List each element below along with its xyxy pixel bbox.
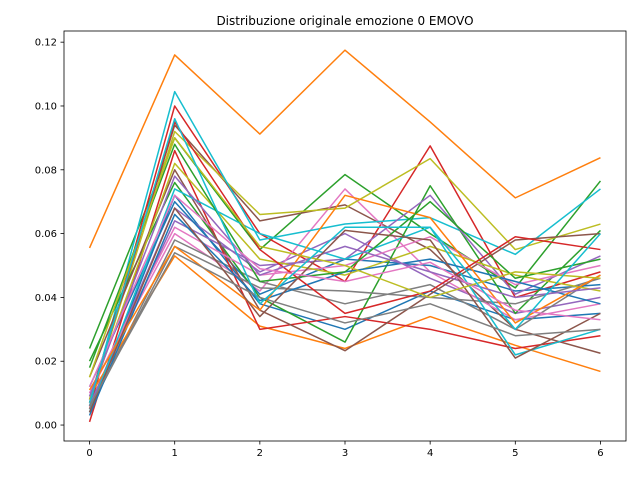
series-line-28 xyxy=(88,137,601,378)
series-line-12 xyxy=(88,181,601,362)
x-tick-label: 0 xyxy=(86,448,92,459)
series-line-15 xyxy=(88,169,601,378)
series-line-23 xyxy=(88,121,601,403)
y-tick-label: 0.00 xyxy=(35,421,57,432)
y-tick-label: 0.08 xyxy=(35,165,57,176)
series-line-24 xyxy=(88,175,601,397)
series-line-8 xyxy=(88,130,601,403)
y-axis: 0.00 0.02 0.04 0.06 0.08 0.10 0.12 xyxy=(35,38,64,432)
series-line-18 xyxy=(88,162,601,400)
y-tick-label: 0.12 xyxy=(35,38,57,49)
x-tick-label: 5 xyxy=(512,448,518,459)
series-line-29 xyxy=(88,117,602,403)
x-tick-label: 2 xyxy=(257,448,263,459)
series-line-22 xyxy=(88,143,601,368)
series-lines xyxy=(88,49,602,423)
series-line-1 xyxy=(88,49,601,249)
x-axis: 0 1 2 3 4 5 6 xyxy=(86,441,604,459)
series-line-25 xyxy=(88,207,601,413)
series-line-9 xyxy=(88,90,601,407)
series-line-6 xyxy=(88,188,601,394)
chart-title: Distribuzione originale emozione 0 EMOVO xyxy=(216,14,473,28)
y-tick-label: 0.06 xyxy=(35,229,57,240)
x-tick-label: 4 xyxy=(427,448,433,459)
series-line-26 xyxy=(88,194,601,388)
x-tick-label: 1 xyxy=(172,448,178,459)
x-tick-label: 6 xyxy=(597,448,603,459)
y-tick-label: 0.10 xyxy=(35,101,57,112)
y-tick-label: 0.04 xyxy=(35,293,57,304)
series-line-27 xyxy=(88,252,601,407)
series-line-11 xyxy=(88,255,601,397)
y-tick-label: 0.02 xyxy=(35,357,57,368)
series-line-19 xyxy=(88,188,601,413)
x-tick-label: 3 xyxy=(342,448,348,459)
series-line-13 xyxy=(88,149,601,423)
series-line-21 xyxy=(88,194,601,391)
series-line-16 xyxy=(88,226,601,394)
